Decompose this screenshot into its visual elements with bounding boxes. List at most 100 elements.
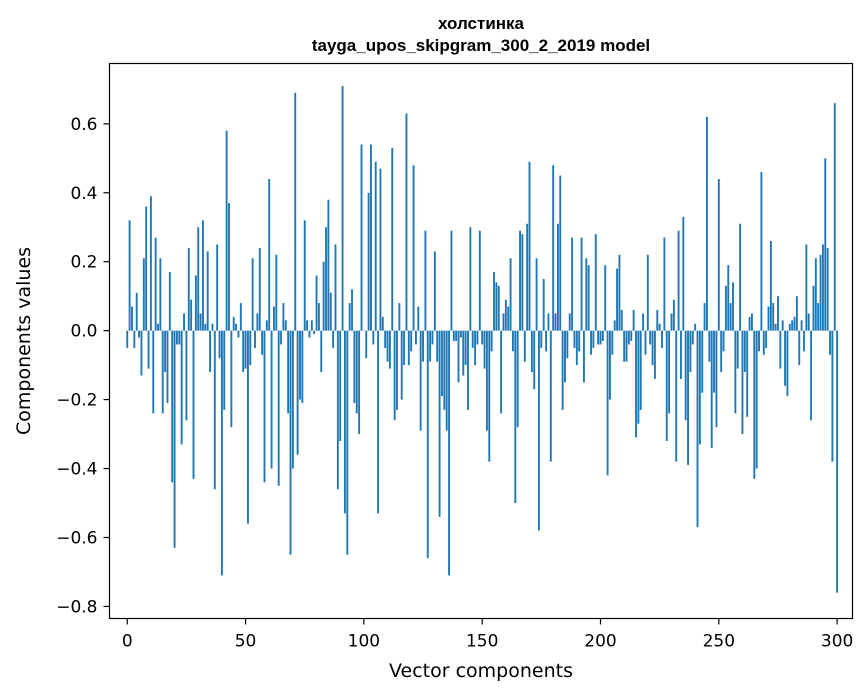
bar-component-42 — [225, 130, 228, 331]
bar-component-39 — [218, 330, 221, 359]
bar-component-43 — [228, 203, 230, 331]
bar-component-95 — [351, 289, 353, 331]
bar-component-84 — [325, 227, 327, 331]
bar-component-202 — [604, 265, 607, 331]
bar-component-251 — [720, 330, 723, 373]
bar-component-159 — [502, 313, 505, 331]
bar-component-108 — [381, 316, 384, 331]
bar-component-149 — [478, 230, 481, 331]
bar-component-290 — [812, 285, 815, 331]
bar-component-191 — [578, 330, 581, 352]
bar-component-92 — [343, 330, 346, 514]
bar-component-141 — [459, 330, 462, 338]
bar-component-155 — [493, 272, 495, 331]
bar-component-142 — [462, 330, 465, 376]
bar-component-136 — [448, 330, 450, 576]
bar-component-121 — [412, 165, 415, 331]
bar-component-194 — [585, 258, 588, 331]
y-tick-label: 0.2 — [70, 253, 97, 273]
bar-component-13 — [157, 323, 159, 331]
bar-component-127 — [426, 330, 429, 559]
bar-component-116 — [400, 330, 403, 400]
x-axis-ticks: 0 50 100 150 200 250 300 — [122, 618, 853, 652]
x-tick-label: 250 — [703, 632, 735, 652]
bar-component-260 — [741, 330, 744, 435]
bar-component-288 — [807, 313, 810, 331]
bar-component-21 — [175, 330, 178, 345]
bar-component-104 — [372, 330, 375, 345]
bar-component-137 — [450, 230, 453, 331]
x-tick-label: 200 — [584, 632, 616, 652]
bar-component-81 — [317, 303, 320, 331]
bar-component-63 — [275, 254, 278, 331]
bar-component-297 — [829, 330, 831, 355]
bar-component-62 — [273, 306, 275, 331]
bar-component-214 — [632, 309, 635, 331]
bar-component-217 — [639, 330, 642, 410]
bar-component-97 — [355, 330, 358, 414]
bar-component-225 — [658, 323, 661, 331]
bar-component-28 — [192, 330, 195, 479]
bar-component-269 — [762, 330, 765, 355]
bar-component-54 — [254, 330, 256, 348]
bar-component-241 — [696, 330, 699, 528]
bar-component-88 — [334, 244, 337, 331]
bar-component-6 — [140, 330, 143, 376]
bar-component-257 — [734, 330, 737, 414]
bar-component-144 — [467, 330, 469, 410]
bar-component-207 — [616, 268, 618, 331]
bar-component-286 — [803, 330, 805, 352]
bar-component-85 — [327, 199, 330, 331]
bar-component-7 — [142, 258, 145, 331]
bar-component-195 — [587, 265, 590, 331]
bar-component-11 — [152, 330, 155, 414]
bar-component-161 — [507, 306, 510, 331]
bar-component-119 — [407, 330, 410, 366]
bar-component-220 — [646, 254, 649, 331]
bar-component-256 — [732, 282, 734, 331]
bar-component-152 — [485, 330, 488, 431]
y-tick-label: −0.6 — [56, 528, 97, 548]
bar-component-49 — [242, 330, 245, 373]
bar-component-168 — [523, 330, 526, 362]
bar-component-15 — [161, 330, 164, 414]
bar-component-205 — [611, 330, 614, 355]
y-axis-label: Components values — [13, 247, 35, 435]
bar-component-105 — [374, 161, 377, 331]
bar-component-57 — [261, 330, 264, 355]
bar-component-143 — [464, 330, 467, 366]
bar-component-9 — [147, 330, 150, 369]
bar-component-74 — [301, 330, 304, 404]
bar-series — [126, 85, 839, 593]
y-tick-label: 0.4 — [70, 184, 97, 204]
bar-component-131 — [436, 330, 439, 362]
bar-component-242 — [698, 330, 701, 445]
bar-component-185 — [564, 330, 566, 383]
bar-component-226 — [661, 330, 663, 348]
bar-component-210 — [623, 330, 626, 362]
bar-component-4 — [135, 292, 138, 331]
bar-component-218 — [642, 313, 645, 331]
bar-component-31 — [199, 313, 202, 331]
bar-component-157 — [497, 285, 500, 331]
bar-component-166 — [519, 230, 521, 331]
bar-component-163 — [512, 330, 514, 352]
bar-component-274 — [774, 323, 777, 331]
bar-component-277 — [781, 320, 784, 331]
bar-component-135 — [445, 330, 448, 431]
bar-component-47 — [237, 330, 240, 338]
bar-component-33 — [204, 323, 207, 331]
bar-component-55 — [256, 313, 259, 331]
bar-component-178 — [547, 313, 550, 331]
bar-component-50 — [244, 330, 247, 369]
bar-component-224 — [656, 309, 659, 331]
bar-component-162 — [509, 258, 512, 331]
bar-component-154 — [490, 330, 493, 352]
bar-component-8 — [145, 206, 148, 331]
bar-component-17 — [166, 330, 169, 404]
bar-component-147 — [474, 330, 477, 366]
bar-component-5 — [138, 330, 141, 338]
bar-component-145 — [469, 227, 472, 331]
bar-component-248 — [713, 330, 716, 393]
